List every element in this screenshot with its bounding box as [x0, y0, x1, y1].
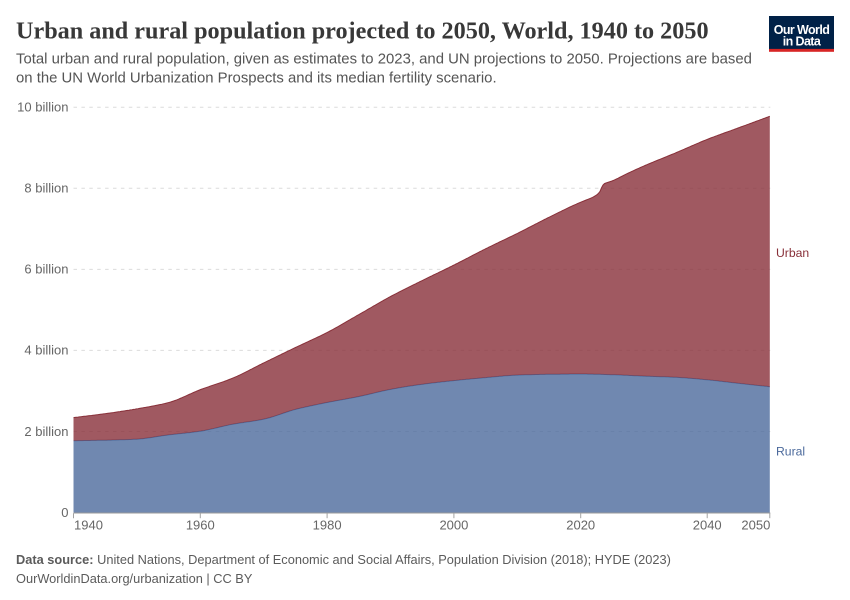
- svg-text:Urban and rural population pro: Urban and rural population projected to …: [16, 18, 709, 45]
- svg-text:in Data: in Data: [783, 35, 822, 49]
- svg-text:Rural: Rural: [776, 445, 805, 459]
- svg-text:4 billion: 4 billion: [24, 343, 68, 358]
- svg-text:1960: 1960: [186, 518, 215, 533]
- svg-text:Urban: Urban: [776, 246, 809, 260]
- svg-text:6 billion: 6 billion: [24, 262, 68, 277]
- svg-text:2050: 2050: [741, 518, 770, 533]
- svg-text:10 billion: 10 billion: [17, 100, 68, 115]
- svg-text:2040: 2040: [693, 518, 722, 533]
- svg-text:2 billion: 2 billion: [24, 424, 68, 439]
- svg-text:2000: 2000: [439, 518, 468, 533]
- svg-text:on the UN World Urbanization P: on the UN World Urbanization Prospects a…: [16, 71, 497, 87]
- svg-text:2020: 2020: [566, 518, 595, 533]
- svg-text:Our World: Our World: [774, 23, 829, 37]
- svg-text:Total urban and rural populati: Total urban and rural population, given …: [16, 52, 752, 68]
- svg-text:8 billion: 8 billion: [24, 181, 68, 196]
- svg-text:1940: 1940: [74, 518, 103, 533]
- svg-text:1980: 1980: [313, 518, 342, 533]
- svg-text:Data source: United Nations, D: Data source: United Nations, Department …: [16, 552, 671, 567]
- svg-text:0: 0: [61, 505, 68, 520]
- svg-text:OurWorldinData.org/urbanizatio: OurWorldinData.org/urbanization | CC BY: [16, 571, 253, 586]
